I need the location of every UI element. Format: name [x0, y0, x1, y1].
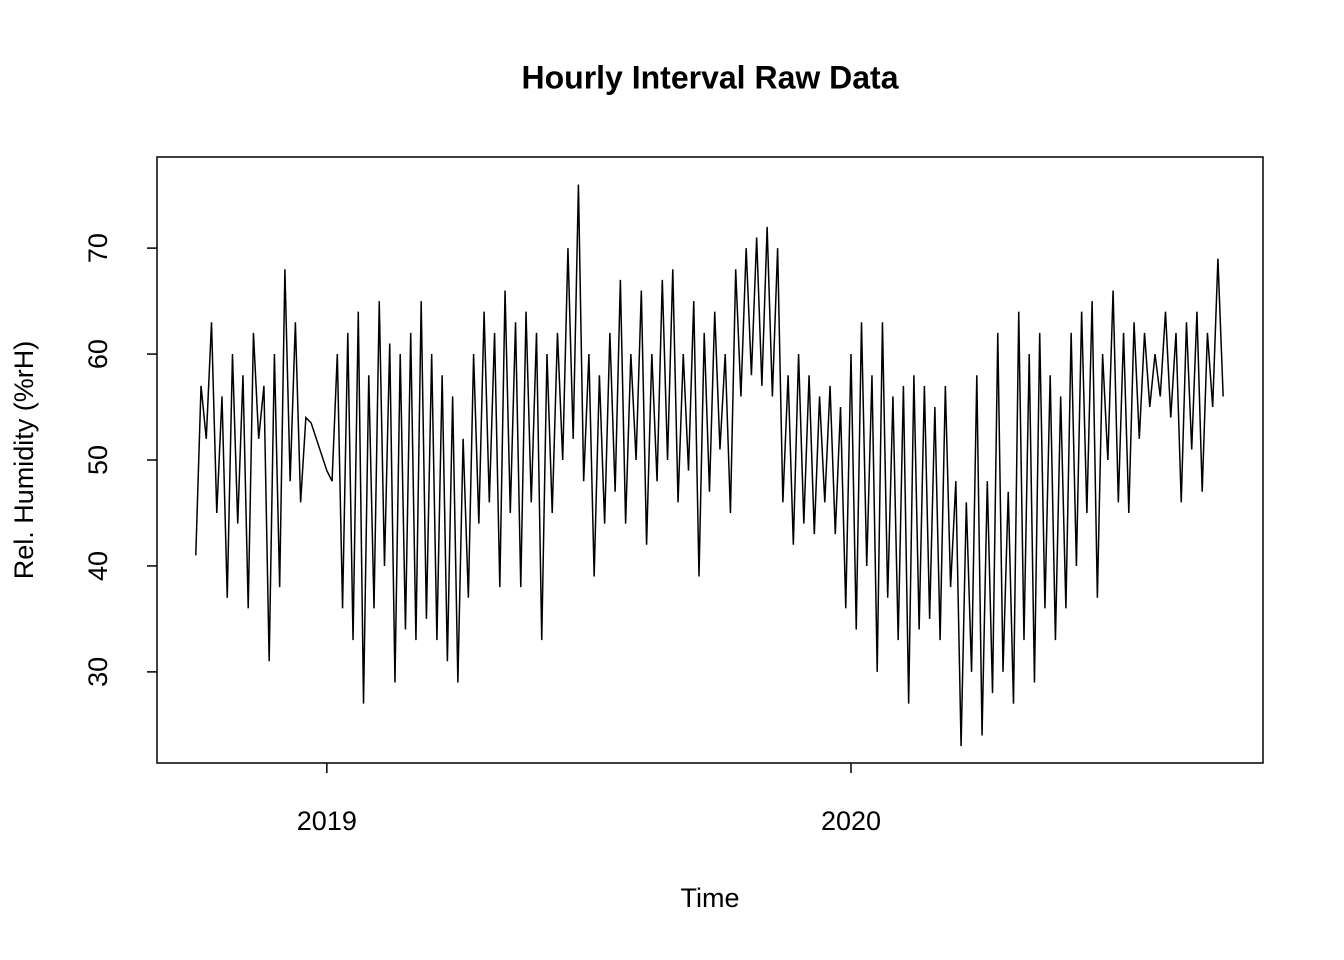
y-tick-label: 30 — [83, 657, 113, 687]
chart-title: Hourly Interval Raw Data — [522, 59, 899, 95]
x-axis-label: Time — [681, 883, 740, 913]
x-tick-label: 2019 — [297, 806, 357, 836]
y-axis-label: Rel. Humidity (%rH) — [9, 341, 39, 580]
y-tick-label: 70 — [83, 233, 113, 263]
y-tick-label: 40 — [83, 551, 113, 581]
data-line — [195, 184, 1224, 747]
x-tick-label: 2020 — [821, 806, 881, 836]
y-tick-label: 60 — [83, 339, 113, 369]
y-tick-label: 50 — [83, 445, 113, 475]
